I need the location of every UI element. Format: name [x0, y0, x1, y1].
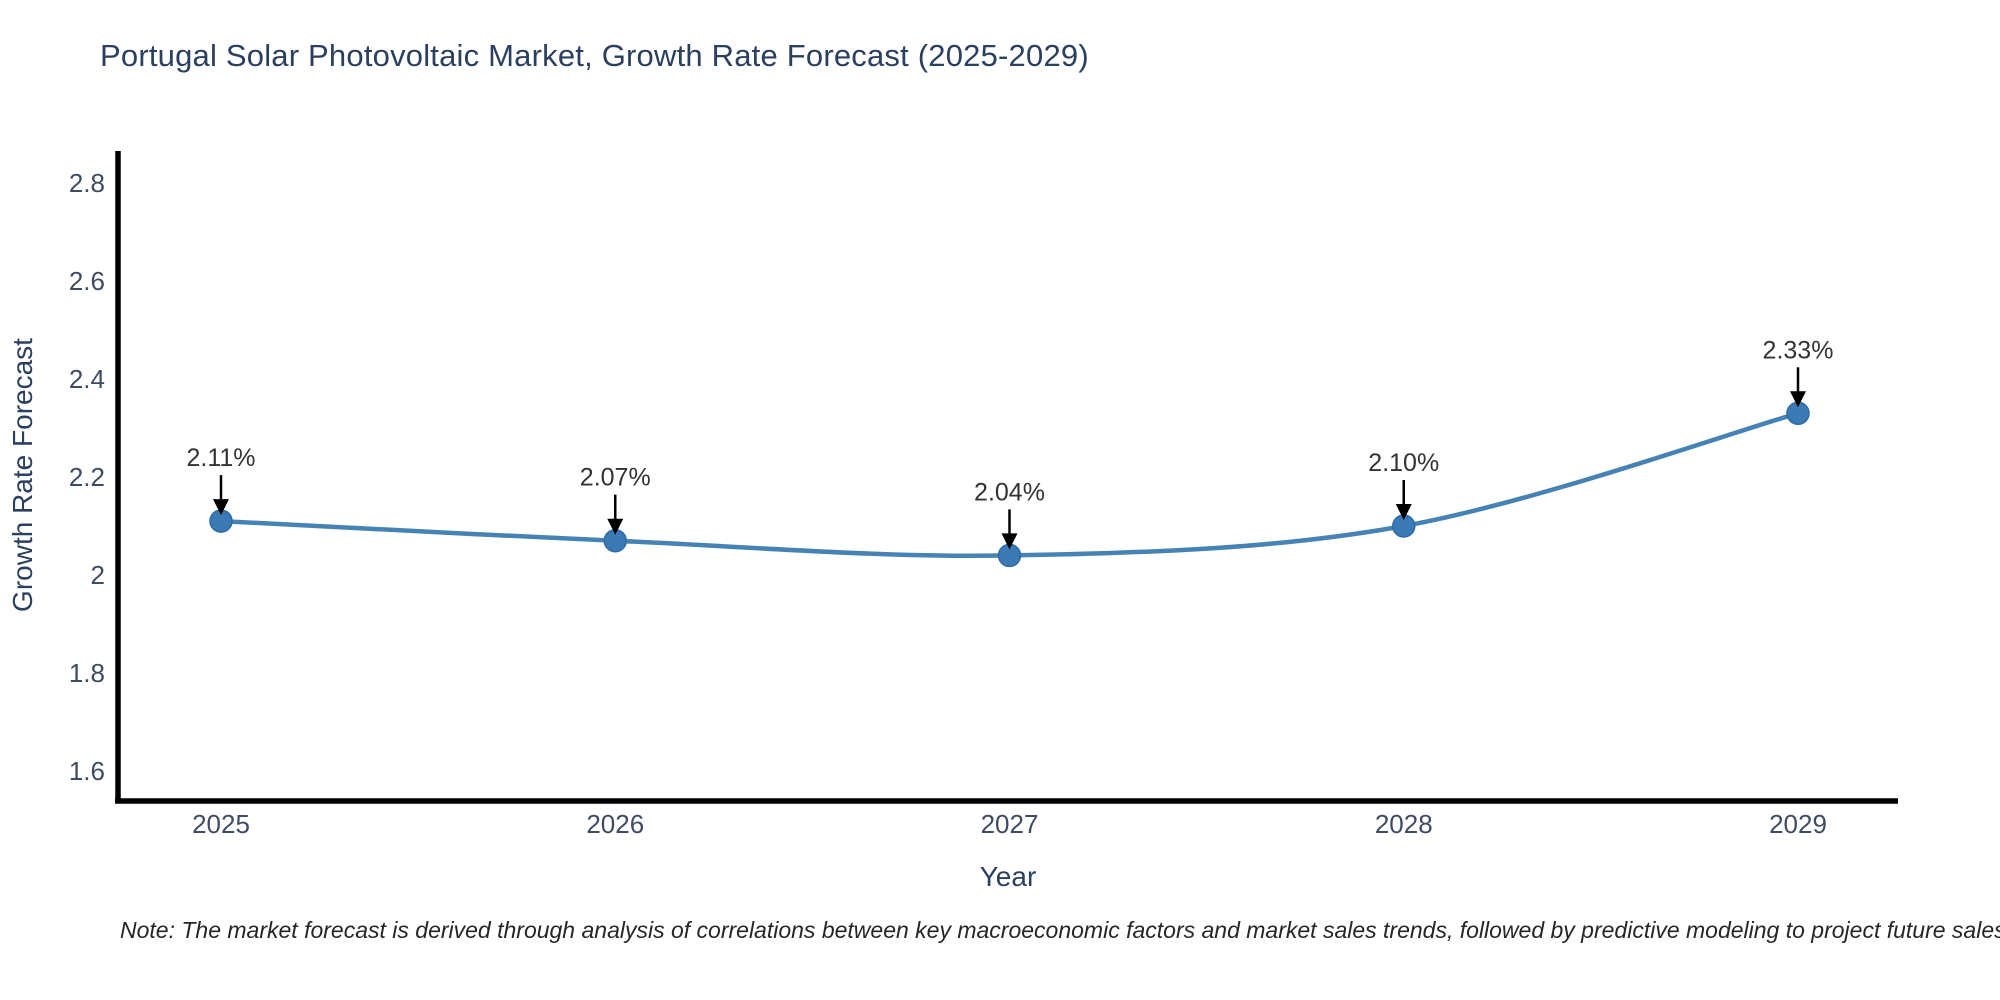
x-tick-label: 2028	[1375, 809, 1433, 839]
annotation-arrowhead	[1001, 533, 1018, 550]
annotation-arrowhead	[1395, 504, 1412, 520]
y-tick-label: 2	[91, 560, 105, 590]
x-tick-label: 2029	[1769, 809, 1827, 839]
y-tick-label: 1.6	[69, 756, 105, 786]
data-point-label: 2.33%	[1763, 336, 1834, 364]
data-point-label: 2.07%	[580, 464, 651, 492]
annotation-arrowhead	[607, 518, 624, 535]
annotation-arrowhead	[213, 499, 229, 516]
chart-title: Portugal Solar Photovoltaic Market, Grow…	[100, 38, 1089, 73]
annotation-arrowhead	[1790, 391, 1806, 408]
x-tick-label: 2025	[192, 809, 250, 839]
y-tick-label: 2.6	[69, 266, 105, 296]
y-tick-label: 1.8	[69, 658, 105, 688]
x-tick-label: 2027	[981, 809, 1039, 839]
data-point-label: 2.11%	[186, 444, 255, 472]
chart-footnote: Note: The market forecast is derived thr…	[120, 917, 2000, 943]
x-tick-label: 2026	[586, 809, 644, 839]
data-point-label: 2.04%	[974, 478, 1045, 506]
y-tick-label: 2.4	[69, 364, 105, 394]
y-tick-label: 2.8	[69, 168, 105, 198]
data-point-label: 2.10%	[1368, 449, 1439, 477]
y-tick-label: 2.2	[69, 462, 105, 492]
y-axis-title: Growth Rate Forecast	[7, 338, 38, 612]
x-axis-title: Year	[980, 861, 1037, 892]
